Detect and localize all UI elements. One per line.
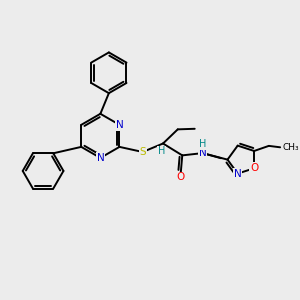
Text: H: H bbox=[158, 146, 165, 156]
Text: CH₃: CH₃ bbox=[282, 143, 299, 152]
Text: O: O bbox=[250, 163, 258, 173]
Text: N: N bbox=[199, 148, 206, 158]
Text: N: N bbox=[234, 169, 242, 178]
Text: N: N bbox=[97, 153, 104, 163]
Text: H: H bbox=[199, 139, 206, 149]
Text: N: N bbox=[116, 120, 123, 130]
Text: O: O bbox=[177, 172, 185, 182]
Text: S: S bbox=[140, 147, 146, 157]
